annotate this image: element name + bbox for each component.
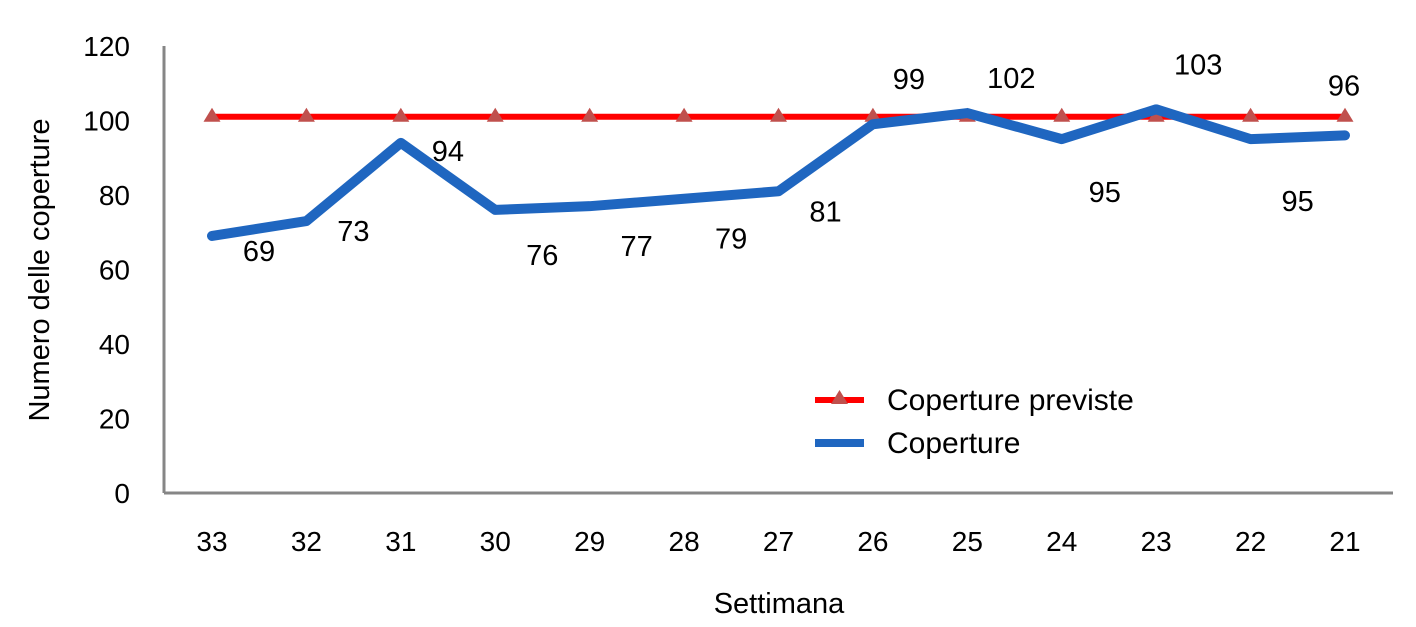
series-coperture: [207, 104, 1350, 241]
y-tick-label: 120: [83, 31, 130, 62]
y-tick-label: 80: [99, 180, 130, 211]
data-label: 96: [1328, 70, 1360, 102]
x-tick-label: 27: [763, 526, 794, 557]
x-tick-label: 24: [1046, 526, 1077, 557]
x-tick-label: 33: [196, 526, 227, 557]
x-tick-label: 32: [291, 526, 322, 557]
triangle-marker-icon: [1242, 107, 1260, 122]
triangle-marker-icon: [486, 107, 504, 122]
x-tick-label: 21: [1329, 526, 1360, 557]
y-tick-label: 60: [99, 255, 130, 286]
y-tick-label: 40: [99, 329, 130, 360]
data-label: 76: [526, 240, 558, 272]
legend-label-coperture: Coperture: [887, 427, 1020, 460]
triangle-marker-icon: [831, 390, 848, 404]
triangle-marker-icon: [581, 107, 599, 122]
x-tick-label: 30: [480, 526, 511, 557]
x-axis-title: Settimana: [714, 588, 845, 620]
data-label: 99: [893, 64, 925, 96]
data-label: 102: [987, 63, 1035, 95]
y-axis-title: Numero delle coperture: [24, 118, 56, 421]
data-label: 95: [1089, 177, 1121, 209]
coperture-line: [207, 104, 1350, 241]
y-tick-label: 0: [114, 478, 130, 509]
triangle-marker-icon: [297, 107, 315, 122]
triangle-marker-icon: [675, 107, 693, 122]
data-label: 69: [243, 236, 275, 268]
x-tick-label: 22: [1235, 526, 1266, 557]
data-label: 81: [809, 196, 841, 228]
triangle-marker-icon: [392, 107, 410, 122]
triangle-marker-icon: [864, 107, 882, 122]
data-label: 94: [432, 136, 464, 168]
data-label: 73: [337, 216, 369, 248]
data-label: 77: [621, 231, 653, 263]
legend: Coperture previste Coperture: [815, 384, 1134, 460]
x-tick-label: 23: [1141, 526, 1172, 557]
y-tick-label: 100: [83, 106, 130, 137]
triangle-marker-icon: [1336, 107, 1354, 122]
triangle-marker-icon: [203, 107, 221, 122]
x-axis-ticks: 33 32 31 30 29 28 27 26 25 24 23 22 21: [196, 526, 1360, 557]
data-label: 103: [1174, 49, 1222, 81]
y-tick-label: 20: [99, 404, 130, 435]
legend-label-previste: Coperture previste: [887, 384, 1134, 417]
triangle-marker-icon: [1053, 107, 1071, 122]
x-tick-label: 31: [385, 526, 416, 557]
triangle-marker-icon: [770, 107, 787, 122]
x-tick-label: 29: [574, 526, 605, 557]
data-label: 79: [715, 224, 747, 256]
x-tick-label: 25: [952, 526, 983, 557]
triangle-marker-icon: [1147, 107, 1165, 122]
x-tick-label: 28: [669, 526, 700, 557]
y-axis-ticks: 0 20 40 60 80 100 120: [83, 31, 130, 509]
data-labels: 69 73 94 76 77 79 81 99 102 95 103 95 96: [243, 49, 1360, 272]
x-tick-label: 26: [857, 526, 888, 557]
data-label: 95: [1281, 186, 1313, 218]
